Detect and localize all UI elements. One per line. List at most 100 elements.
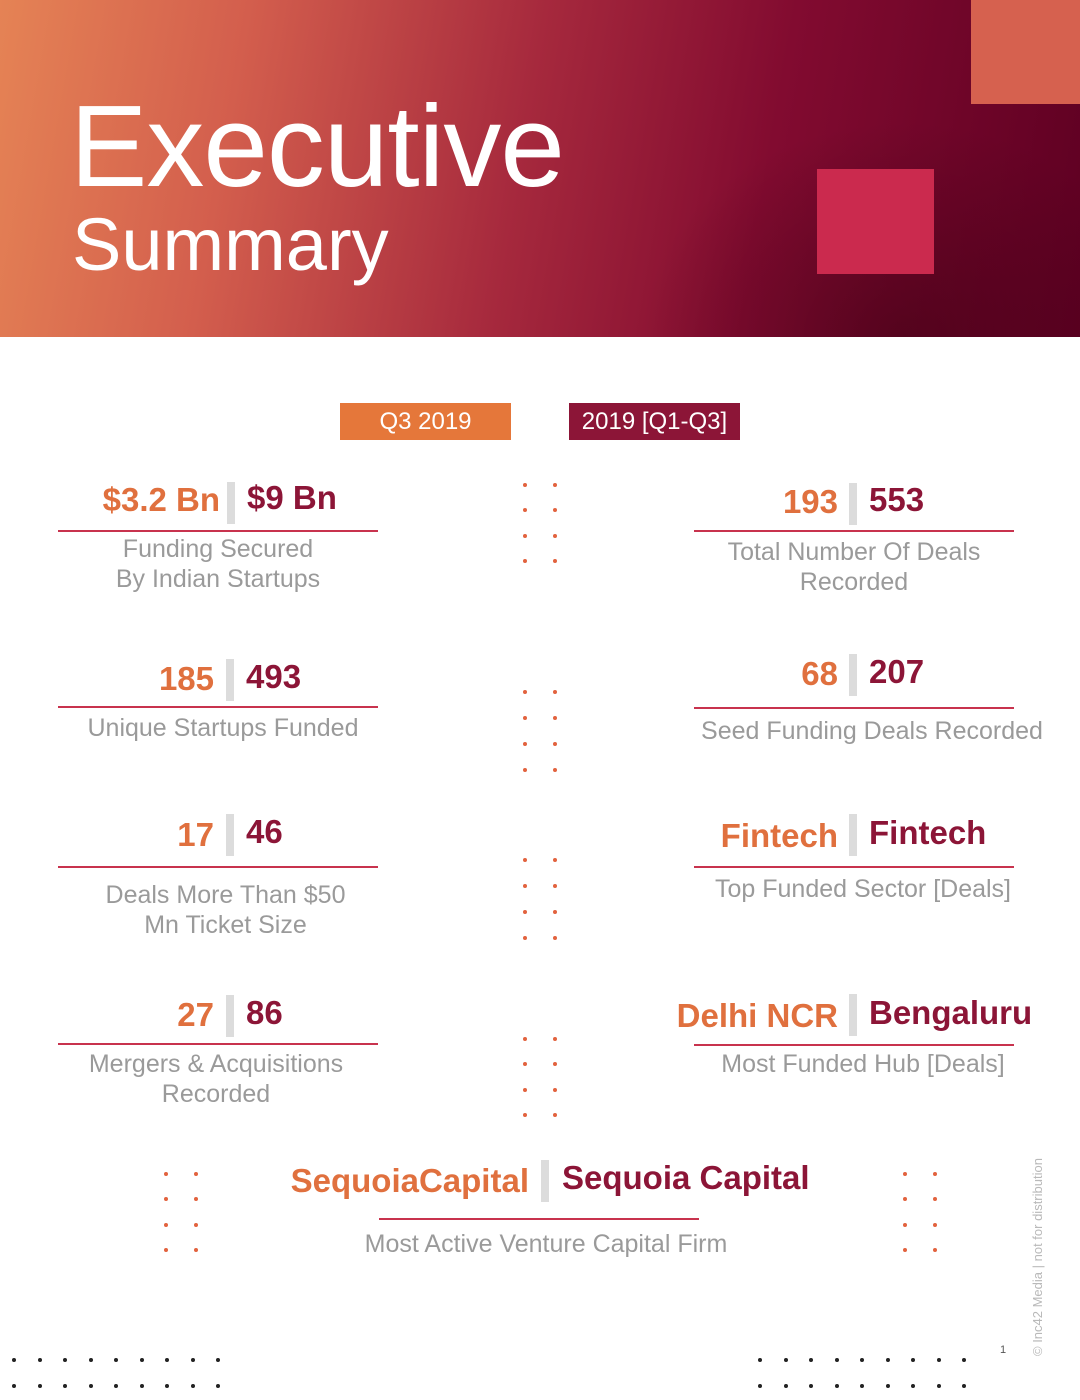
decorative-dot — [553, 768, 557, 772]
decorative-dot — [758, 1384, 762, 1388]
unique-label: Unique Startups Funded — [87, 714, 359, 742]
decorative-dot — [553, 1062, 557, 1066]
decorative-dot — [63, 1358, 67, 1362]
decorative-dot — [903, 1197, 907, 1201]
decorative-dot — [114, 1358, 118, 1362]
sector-ytd-value: Fintech — [869, 814, 987, 851]
copyright-notice: © Inc42 Media | not for distribution — [1030, 1158, 1045, 1356]
decorative-dot — [63, 1384, 67, 1388]
decorative-dot — [834, 1358, 839, 1362]
decorative-dot — [523, 1037, 527, 1041]
decorative-dot — [523, 534, 527, 538]
stat-divider — [58, 1043, 378, 1045]
large-deals-ytd-value: 46 — [246, 813, 283, 850]
decorative-dot — [139, 1384, 144, 1388]
vc-q3-value: SequoiaCapital — [290, 1162, 529, 1199]
decorative-dot — [962, 1384, 966, 1388]
decorative-dot — [139, 1358, 144, 1362]
legend-2019-ytd: 2019 [Q1-Q3] — [569, 403, 740, 440]
decorative-dot — [885, 1384, 890, 1388]
hub-q3-value: Delhi NCR — [676, 997, 838, 1034]
value-separator — [226, 814, 234, 856]
unique-q3-value: 185 — [158, 660, 214, 697]
funding-label-line-2: By Indian Startups — [115, 565, 321, 593]
funding-ytd-value: $9 Bn — [247, 479, 337, 516]
decorative-dot — [216, 1358, 220, 1362]
large-deals-label-line-2: Mn Ticket Size — [144, 911, 307, 939]
decorative-dot — [523, 483, 527, 487]
stat-divider — [379, 1218, 699, 1220]
stat-divider — [58, 530, 378, 532]
value-separator — [226, 659, 234, 701]
decorative-dot — [933, 1248, 937, 1252]
decorative-dot — [903, 1172, 907, 1176]
page-number: 1 — [1000, 1344, 1007, 1356]
decorative-dot — [523, 858, 527, 862]
value-separator — [849, 994, 857, 1036]
decorative-dot — [523, 1088, 527, 1092]
decorative-dot — [190, 1358, 195, 1362]
decorative-dot — [903, 1248, 907, 1252]
decorative-dot — [553, 716, 557, 720]
decorative-square-top — [971, 0, 1080, 104]
mna-ytd-value: 86 — [246, 994, 283, 1031]
stat-divider — [58, 866, 378, 868]
sector-label: Top Funded Sector [Deals] — [715, 875, 1011, 903]
hub-label: Most Funded Hub [Deals] — [721, 1050, 1005, 1078]
decorative-dot — [194, 1197, 198, 1201]
value-separator — [541, 1160, 549, 1202]
decorative-dot — [553, 690, 557, 694]
mna-q3-value: 27 — [177, 996, 214, 1033]
header-banner: Executive Summary — [0, 0, 1080, 337]
decorative-dot — [758, 1358, 762, 1362]
decorative-dot — [936, 1358, 941, 1362]
page-title: Executive — [70, 81, 565, 211]
decorative-dot — [553, 1088, 557, 1092]
decorative-dot — [783, 1358, 788, 1362]
decorative-dot — [933, 1197, 937, 1201]
decorative-dot — [12, 1358, 16, 1362]
deals-label-line-1: Total Number Of Deals — [727, 538, 981, 566]
decorative-dot — [523, 742, 527, 746]
decorative-dot — [553, 559, 557, 563]
value-separator — [849, 814, 857, 856]
decorative-dot — [911, 1358, 915, 1362]
decorative-dot — [523, 508, 527, 512]
hub-ytd-value: Bengaluru — [869, 994, 1033, 1031]
decorative-dot — [903, 1223, 907, 1227]
decorative-dot — [553, 508, 557, 512]
decorative-dot — [523, 768, 527, 772]
decorative-dot — [12, 1384, 16, 1388]
decorative-dot — [165, 1384, 169, 1388]
mna-label-line-2: Recorded — [161, 1080, 271, 1108]
decorative-dot — [860, 1384, 864, 1388]
decorative-dot — [553, 1113, 557, 1117]
vc-ytd-value: Sequoia Capital — [562, 1159, 810, 1196]
mna-label-line-1: Mergers & Acquisitions — [88, 1050, 344, 1078]
decorative-dot — [194, 1223, 198, 1227]
decorative-dot — [523, 884, 527, 888]
large-deals-label-line-1: Deals More Than $50 — [105, 881, 346, 909]
deals-ytd-value: 553 — [869, 481, 925, 518]
decorative-dot — [216, 1384, 220, 1388]
decorative-dot — [933, 1172, 937, 1176]
decorative-dot — [553, 1037, 557, 1041]
decorative-dot — [523, 1113, 527, 1117]
decorative-dot — [809, 1384, 813, 1388]
decorative-dot — [860, 1358, 864, 1362]
decorative-dot — [164, 1248, 168, 1252]
decorative-dot — [936, 1384, 941, 1388]
decorative-dot — [553, 483, 557, 487]
seed-q3-value: 68 — [801, 655, 838, 692]
value-separator — [849, 654, 857, 696]
decorative-dot — [37, 1384, 42, 1388]
decorative-dot — [194, 1248, 198, 1252]
decorative-dot — [553, 884, 557, 888]
decorative-dot — [37, 1358, 42, 1362]
sector-q3-value: Fintech — [720, 817, 838, 854]
decorative-dot — [114, 1384, 118, 1388]
stat-divider — [58, 706, 378, 708]
decorative-dot — [523, 910, 527, 914]
decorative-dot — [553, 936, 557, 940]
deals-q3-value: 193 — [782, 483, 838, 520]
